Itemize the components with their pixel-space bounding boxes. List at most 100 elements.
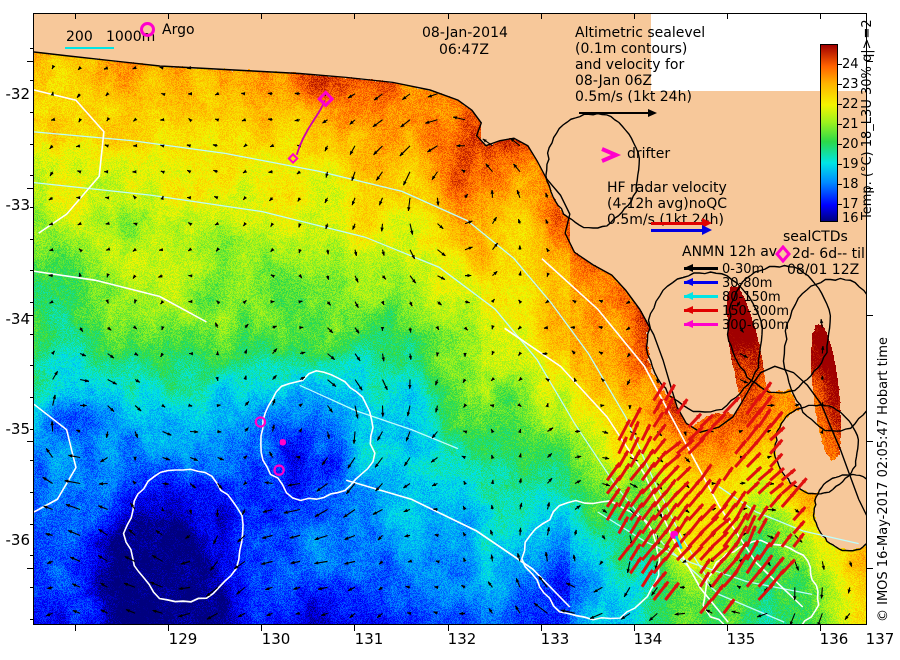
x-tick-label: 135 bbox=[726, 630, 756, 648]
y-minor-tick bbox=[30, 143, 33, 145]
y-minor-tick bbox=[30, 80, 33, 82]
x-tick-label: 130 bbox=[261, 630, 291, 648]
colorbar-tick bbox=[837, 164, 842, 165]
x-tick-mark bbox=[168, 13, 170, 19]
colorbar-gradient bbox=[820, 44, 838, 222]
hf-radar-scale-arrow-red-shaft bbox=[651, 222, 706, 225]
y-minor-tick bbox=[30, 301, 33, 303]
x-tick-mark bbox=[354, 625, 356, 631]
x-tick-mark bbox=[261, 13, 263, 19]
y-minor-tick bbox=[30, 111, 33, 113]
anmn-arrow-head-30-80m bbox=[684, 278, 693, 286]
scalebar-label-200: 200 bbox=[66, 29, 93, 45]
colorbar-tick bbox=[837, 64, 842, 65]
x-tick-mark bbox=[540, 13, 542, 19]
colorbar-tick bbox=[837, 124, 842, 125]
y-tick-mark bbox=[867, 61, 873, 63]
colorbar-tick-label: 24 bbox=[842, 57, 859, 72]
anmn-arrow-head-300-600m bbox=[684, 320, 693, 328]
x-tick-mark bbox=[634, 13, 636, 19]
y-minor-tick bbox=[30, 48, 33, 50]
anmn-arrow-0-30m bbox=[684, 267, 718, 270]
sealctd-legend-title: sealCTDs bbox=[783, 229, 848, 245]
y-minor-tick bbox=[30, 333, 33, 335]
altimetry-scale-arrow-head bbox=[648, 109, 657, 117]
colorbar-tick bbox=[837, 204, 842, 205]
y-tick-mark bbox=[27, 567, 33, 569]
x-tick-mark bbox=[820, 13, 822, 19]
y-minor-tick bbox=[30, 175, 33, 177]
y-tick-mark bbox=[867, 187, 873, 189]
colorbar: Temp. (°C) 18_L3U 30% q|>=2 24 23 22 21 … bbox=[820, 19, 875, 225]
y-tick-mark bbox=[867, 441, 873, 443]
x-tick-label: 129 bbox=[168, 630, 198, 648]
anmn-arrow-300-600m bbox=[684, 323, 718, 326]
argo-legend-label: Argo bbox=[162, 22, 195, 38]
y-tick-mark bbox=[27, 187, 33, 189]
colorbar-tick-label: 18 bbox=[842, 177, 859, 192]
anmn-legend-label: 0-30m bbox=[722, 262, 765, 277]
scalebar-line bbox=[65, 47, 114, 49]
anmn-arrow-80-150m bbox=[684, 295, 718, 298]
y-tick-mark bbox=[27, 61, 33, 63]
colorbar-tick-label: 20 bbox=[842, 137, 859, 152]
sst-heatmap-canvas bbox=[34, 14, 866, 624]
y-tick-label: -32 bbox=[5, 85, 31, 103]
colorbar-tick-label: 19 bbox=[842, 157, 859, 172]
map-date: 08-Jan-2014 bbox=[422, 25, 508, 41]
altimetry-legend-line-5: 0.5m/s (1kt 24h) bbox=[575, 89, 692, 105]
colorbar-tick bbox=[837, 104, 842, 105]
x-tick-mark bbox=[447, 625, 449, 631]
anmn-arrow-head-150-300m bbox=[684, 306, 693, 314]
x-tick-label: 137 bbox=[865, 630, 895, 648]
altimetry-legend-line-3: and velocity for bbox=[575, 57, 685, 73]
altimetry-legend-line-4: 08-Jan 06Z bbox=[575, 73, 653, 89]
colorbar-tick-label: 17 bbox=[842, 197, 859, 212]
x-tick-mark bbox=[820, 625, 822, 631]
y-tick-mark bbox=[27, 441, 33, 443]
y-minor-tick bbox=[30, 618, 33, 620]
altimetry-legend-line-1: Altimetric sealevel bbox=[575, 25, 706, 41]
y-tick-label: -34 bbox=[5, 310, 31, 328]
x-tick-mark bbox=[727, 13, 729, 19]
hf-radar-legend-line-1: HF radar velocity bbox=[607, 180, 727, 196]
x-tick-label: 131 bbox=[354, 630, 384, 648]
y-minor-tick bbox=[30, 555, 33, 557]
anmn-legend-row: 30-80m bbox=[684, 276, 824, 291]
copyright-label: © IMOS 16-May-2017 02:05:47 Hobart time bbox=[876, 337, 891, 622]
y-minor-tick bbox=[30, 270, 33, 272]
altimetry-legend-line-2: (0.1m contours) bbox=[575, 41, 688, 57]
y-minor-tick bbox=[30, 491, 33, 493]
colorbar-tick-label: 22 bbox=[842, 97, 859, 112]
anmn-arrow-30-80m bbox=[684, 281, 718, 284]
anmn-legend-title: ANMN 12h av. bbox=[682, 244, 781, 260]
x-tick-mark bbox=[727, 625, 729, 631]
x-tick-label: 133 bbox=[540, 630, 570, 648]
x-tick-mark bbox=[634, 625, 636, 631]
colorbar-tick-label: 21 bbox=[842, 117, 859, 132]
drifter-chevron-icon bbox=[601, 147, 622, 163]
anmn-legend-row: 80-150m bbox=[684, 290, 824, 305]
anmn-legend-row: 0-30m bbox=[684, 262, 824, 277]
sealctd-legend-line-1: 2d- 6d-- til bbox=[792, 246, 865, 262]
y-tick-label: -36 bbox=[5, 531, 31, 549]
x-tick-mark bbox=[74, 625, 76, 631]
map-plot-area[interactable]: 200 1000m Argo 08-Jan-2014 06:47Z Altime… bbox=[33, 13, 867, 625]
sealctd-legend-line-2: 08/01 12Z bbox=[787, 262, 860, 278]
anmn-legend-label: 30-80m bbox=[722, 276, 773, 291]
hf-radar-scale-arrow-red-head bbox=[702, 218, 712, 228]
y-minor-tick bbox=[30, 428, 33, 430]
x-tick-mark bbox=[261, 625, 263, 631]
anmn-legend-label: 150-300m bbox=[722, 304, 789, 319]
anmn-arrow-head-0-30m bbox=[684, 264, 693, 272]
y-minor-tick bbox=[30, 396, 33, 398]
argo-circle-icon bbox=[140, 22, 155, 37]
y-minor-tick bbox=[30, 460, 33, 462]
y-minor-tick bbox=[30, 523, 33, 525]
x-tick-mark bbox=[354, 13, 356, 19]
anmn-legend-label: 300-600m bbox=[722, 318, 789, 333]
altimetry-scale-arrow-shaft bbox=[579, 112, 651, 114]
y-tick-mark bbox=[867, 314, 873, 316]
anmn-legend-list: 0-30m 30-80m 80-150m 150-300m 300-600m bbox=[684, 262, 824, 333]
